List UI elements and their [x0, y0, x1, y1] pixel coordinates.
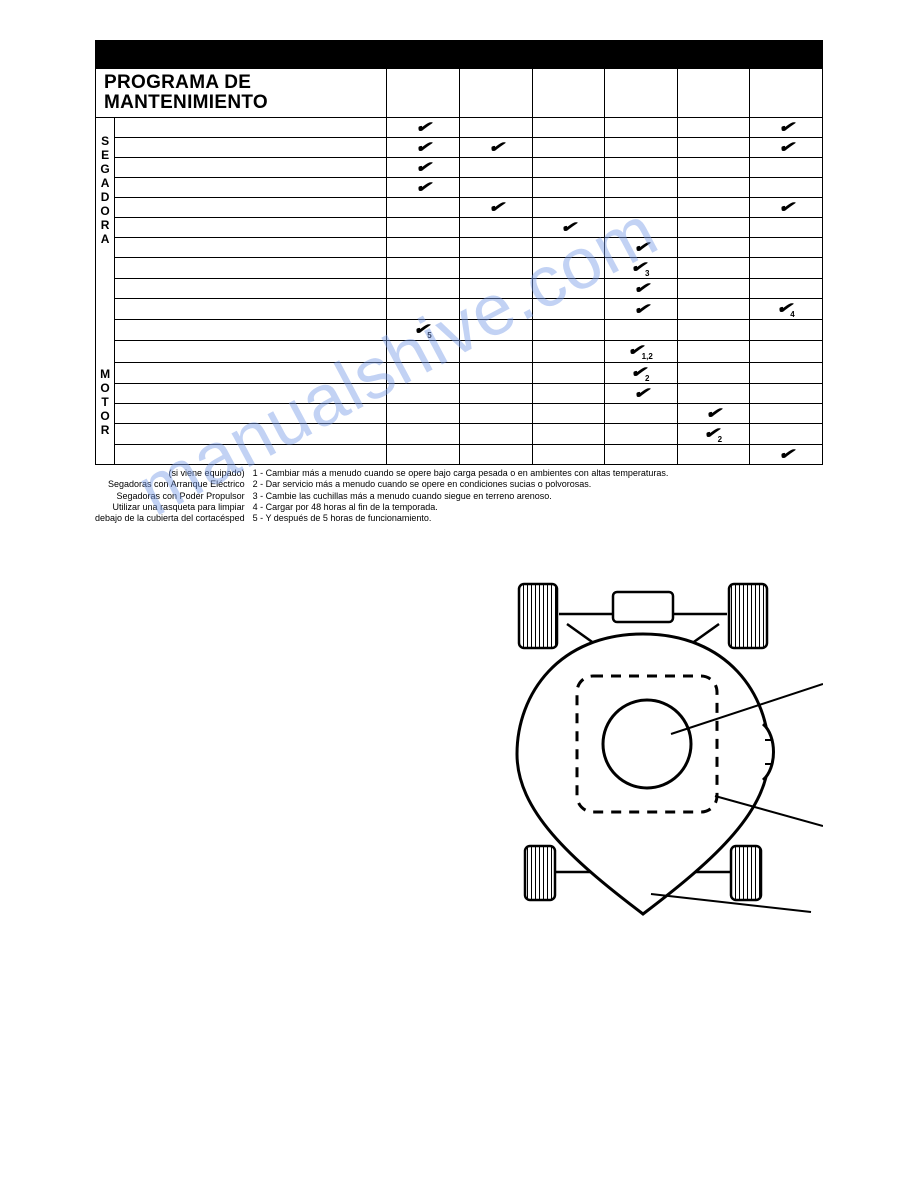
mower-svg	[463, 564, 823, 924]
table-row: ✔2	[96, 362, 823, 383]
footnotes-left: (si viene equipado) Segadoras con Arranq…	[95, 468, 245, 524]
table-row: ✔	[96, 383, 823, 403]
mower-diagram	[95, 564, 823, 924]
table-row: ✔✔✔	[96, 137, 823, 157]
table-row: ✔1,2	[96, 341, 823, 362]
table-row: ✔3	[96, 257, 823, 278]
vertical-label-motor: MOTOR	[100, 367, 110, 437]
title-line-2: MANTENIMIENTO	[104, 92, 268, 113]
footnotes-right: 1 - Cambiar más a menudo cuando se opere…	[253, 468, 823, 524]
footnotes: (si viene equipado) Segadoras con Arranq…	[95, 468, 823, 524]
table-row: MOTOR ✔5	[96, 320, 823, 341]
table-row: ✔	[96, 237, 823, 257]
vertical-label-segadora: SEGADORA	[100, 134, 109, 246]
header-bar	[95, 40, 823, 68]
table-row: ✔	[96, 177, 823, 197]
table-row: ✔	[96, 445, 823, 465]
table-row: SEGADORA ✔✔	[96, 117, 823, 137]
table-row: ✔	[96, 403, 823, 423]
table-row: ✔✔	[96, 197, 823, 217]
table-row: ✔	[96, 157, 823, 177]
maintenance-schedule-table: PROGRAMA DE MANTENIMIENTO SEGADORA ✔✔ ✔✔…	[95, 68, 823, 465]
table-title: PROGRAMA DE MANTENIMIENTO	[96, 69, 387, 118]
table-row: ✔✔4	[96, 299, 823, 320]
table-row: ✔	[96, 279, 823, 299]
title-line-1: PROGRAMA DE	[104, 72, 251, 93]
table-row: ✔	[96, 217, 823, 237]
table-row: ✔2	[96, 423, 823, 444]
